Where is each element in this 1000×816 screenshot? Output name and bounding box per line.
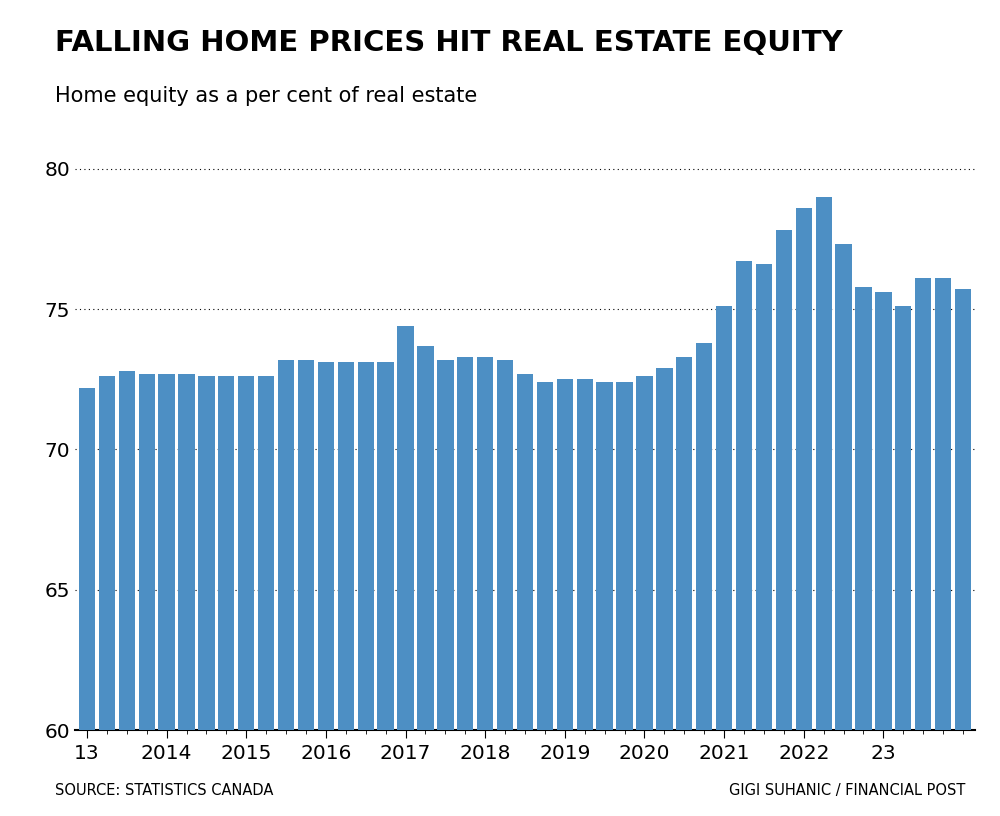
- Bar: [577, 379, 593, 730]
- Bar: [816, 197, 832, 730]
- Text: GIGI SUHANIC / FINANCIAL POST: GIGI SUHANIC / FINANCIAL POST: [729, 783, 965, 798]
- Text: FALLING HOME PRICES HIT REAL ESTATE EQUITY: FALLING HOME PRICES HIT REAL ESTATE EQUI…: [55, 29, 843, 56]
- Bar: [716, 306, 732, 730]
- Bar: [557, 379, 573, 730]
- Bar: [696, 343, 712, 730]
- Bar: [158, 374, 175, 730]
- Bar: [457, 357, 473, 730]
- Bar: [417, 345, 434, 730]
- Bar: [955, 290, 971, 730]
- Bar: [437, 360, 454, 730]
- Bar: [377, 362, 394, 730]
- Bar: [338, 362, 354, 730]
- Bar: [497, 360, 513, 730]
- Bar: [656, 368, 673, 730]
- Bar: [935, 278, 951, 730]
- Bar: [178, 374, 195, 730]
- Bar: [517, 374, 533, 730]
- Bar: [99, 376, 115, 730]
- Bar: [139, 374, 155, 730]
- Bar: [616, 382, 633, 730]
- Bar: [198, 376, 215, 730]
- Bar: [835, 245, 852, 730]
- Bar: [278, 360, 294, 730]
- Bar: [676, 357, 692, 730]
- Bar: [776, 230, 792, 730]
- Bar: [756, 264, 772, 730]
- Bar: [875, 292, 892, 730]
- Bar: [218, 376, 234, 730]
- Bar: [895, 306, 911, 730]
- Text: Home equity as a per cent of real estate: Home equity as a per cent of real estate: [55, 86, 477, 106]
- Bar: [258, 376, 274, 730]
- Bar: [596, 382, 613, 730]
- Bar: [79, 388, 95, 730]
- Bar: [736, 261, 752, 730]
- Bar: [855, 286, 872, 730]
- Text: SOURCE: STATISTICS CANADA: SOURCE: STATISTICS CANADA: [55, 783, 273, 798]
- Bar: [238, 376, 254, 730]
- Bar: [796, 208, 812, 730]
- Bar: [298, 360, 314, 730]
- Bar: [318, 362, 334, 730]
- Bar: [915, 278, 931, 730]
- Bar: [397, 326, 414, 730]
- Bar: [358, 362, 374, 730]
- Bar: [477, 357, 493, 730]
- Bar: [636, 376, 653, 730]
- Bar: [119, 370, 135, 730]
- Bar: [537, 382, 553, 730]
